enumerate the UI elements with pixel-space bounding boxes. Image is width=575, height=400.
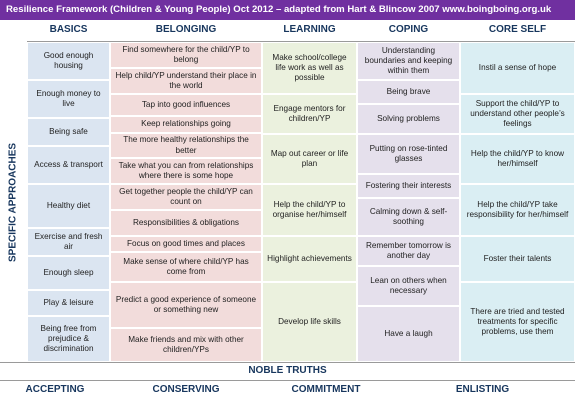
approach-cell: Fostering their interests bbox=[357, 174, 460, 198]
approach-cell: There are tried and tested treatments fo… bbox=[460, 282, 575, 362]
approach-cell: Find somewhere for the child/YP to belon… bbox=[110, 42, 262, 68]
approach-cell: Predict a good experience of someone or … bbox=[110, 282, 262, 328]
approach-cell: Help the child/YP to know her/himself bbox=[460, 134, 575, 184]
approach-cell: Help the child/YP to organise her/himsel… bbox=[262, 184, 357, 236]
approach-cell: Develop life skills bbox=[262, 282, 357, 362]
approach-cell: Tap into good influences bbox=[110, 94, 262, 116]
column-header: LEARNING bbox=[262, 20, 357, 42]
approach-cell: Help child/YP understand their place in … bbox=[110, 68, 262, 94]
approach-cell: Exercise and fresh air bbox=[27, 228, 110, 256]
approach-cell: Putting on rose-tinted glasses bbox=[357, 134, 460, 174]
column-header: BELONGING bbox=[110, 20, 262, 42]
approach-cell: Being brave bbox=[357, 80, 460, 104]
approach-cell: Calming down & self-soothing bbox=[357, 198, 460, 236]
title: Resilience Framework (Children & Young P… bbox=[0, 0, 575, 20]
approach-cell: Solving problems bbox=[357, 104, 460, 134]
approach-cell: Support the child/YP to understand other… bbox=[460, 94, 575, 134]
approach-cell: Being safe bbox=[27, 118, 110, 146]
approach-cell: Healthy diet bbox=[27, 184, 110, 228]
approach-cell: Understanding boundaries and keeping wit… bbox=[357, 42, 460, 80]
approach-cell: Make school/college life work as well as… bbox=[262, 42, 357, 94]
approach-cell: Get together people the child/YP can cou… bbox=[110, 184, 262, 210]
approach-cell: Instil a sense of hope bbox=[460, 42, 575, 94]
approach-cell: Make friends and mix with other children… bbox=[110, 328, 262, 362]
approach-cell: Highlight achievements bbox=[262, 236, 357, 282]
approach-cell: Responsibilities & obligations bbox=[110, 210, 262, 236]
approach-cell: Play & leisure bbox=[27, 290, 110, 316]
truth: COMMITMENT bbox=[262, 380, 390, 400]
truth: ENLISTING bbox=[390, 380, 575, 400]
approach-cell: Enough money to live bbox=[27, 80, 110, 118]
approach-cell: The more healthy relationships the bette… bbox=[110, 133, 262, 158]
column-header: CORE SELF bbox=[460, 20, 575, 42]
approach-cell: Take what you can from relationships whe… bbox=[110, 158, 262, 184]
approach-cell: Focus on good times and places bbox=[110, 236, 262, 252]
side-label: SPECIFIC APPROACHES bbox=[7, 142, 19, 262]
approach-cell: Being free from prejudice & discriminati… bbox=[27, 316, 110, 362]
approach-cell: Remember tomorrow is another day bbox=[357, 236, 460, 266]
approach-cell: Foster their talents bbox=[460, 236, 575, 282]
truth: ACCEPTING bbox=[0, 380, 110, 400]
noble-truths: NOBLE TRUTHS bbox=[0, 362, 575, 380]
column-header: BASICS bbox=[27, 20, 110, 42]
approach-cell: Enough sleep bbox=[27, 256, 110, 290]
approach-cell: Keep relationships going bbox=[110, 116, 262, 133]
approach-cell: Lean on others when necessary bbox=[357, 266, 460, 306]
approach-cell: Help the child/YP take responsibility fo… bbox=[460, 184, 575, 236]
approach-cell: Engage mentors for children/YP bbox=[262, 94, 357, 134]
column-header: COPING bbox=[357, 20, 460, 42]
truth: CONSERVING bbox=[110, 380, 262, 400]
approach-cell: Have a laugh bbox=[357, 306, 460, 362]
approach-cell: Make sense of where child/YP has come fr… bbox=[110, 252, 262, 282]
approach-cell: Map out career or life plan bbox=[262, 134, 357, 184]
approach-cell: Access & transport bbox=[27, 146, 110, 184]
approach-cell: Good enough housing bbox=[27, 42, 110, 80]
